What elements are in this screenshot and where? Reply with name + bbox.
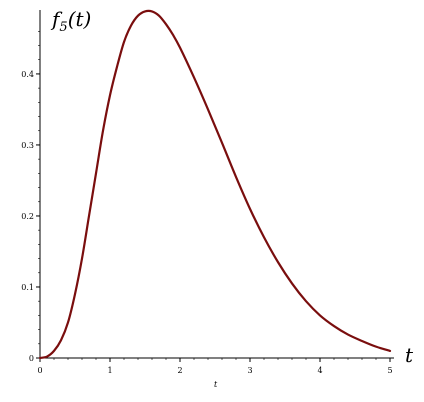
y-axis-title: f5(t) xyxy=(50,7,91,35)
x-tick-label: 5 xyxy=(387,366,392,375)
y-ticks: 0 0.1 0.2 0.3 0.4 xyxy=(21,70,40,363)
y-axis-title-arg: (t) xyxy=(68,7,92,31)
y-tick-label: 0 xyxy=(29,354,34,363)
y-tick-label: 0.3 xyxy=(21,141,34,150)
x-tick-label: 4 xyxy=(317,366,322,375)
x-ticks: 0 1 2 3 4 5 xyxy=(37,358,393,375)
x-tick-label: 0 xyxy=(37,366,42,375)
y-tick-label: 0.1 xyxy=(21,283,34,292)
y-tick-label: 0.2 xyxy=(21,212,34,221)
x-axis-small-label: t xyxy=(214,380,218,389)
x-tick-label: 3 xyxy=(247,366,252,375)
minor-ticks xyxy=(38,31,391,360)
x-axis-title: t xyxy=(405,343,414,367)
x-tick-label: 2 xyxy=(177,366,182,375)
y-tick-label: 0.4 xyxy=(21,70,34,79)
axes xyxy=(39,10,394,359)
x-tick-label: 1 xyxy=(107,366,112,375)
y-axis-title-subscript: 5 xyxy=(59,20,67,35)
series-line xyxy=(38,9,392,360)
